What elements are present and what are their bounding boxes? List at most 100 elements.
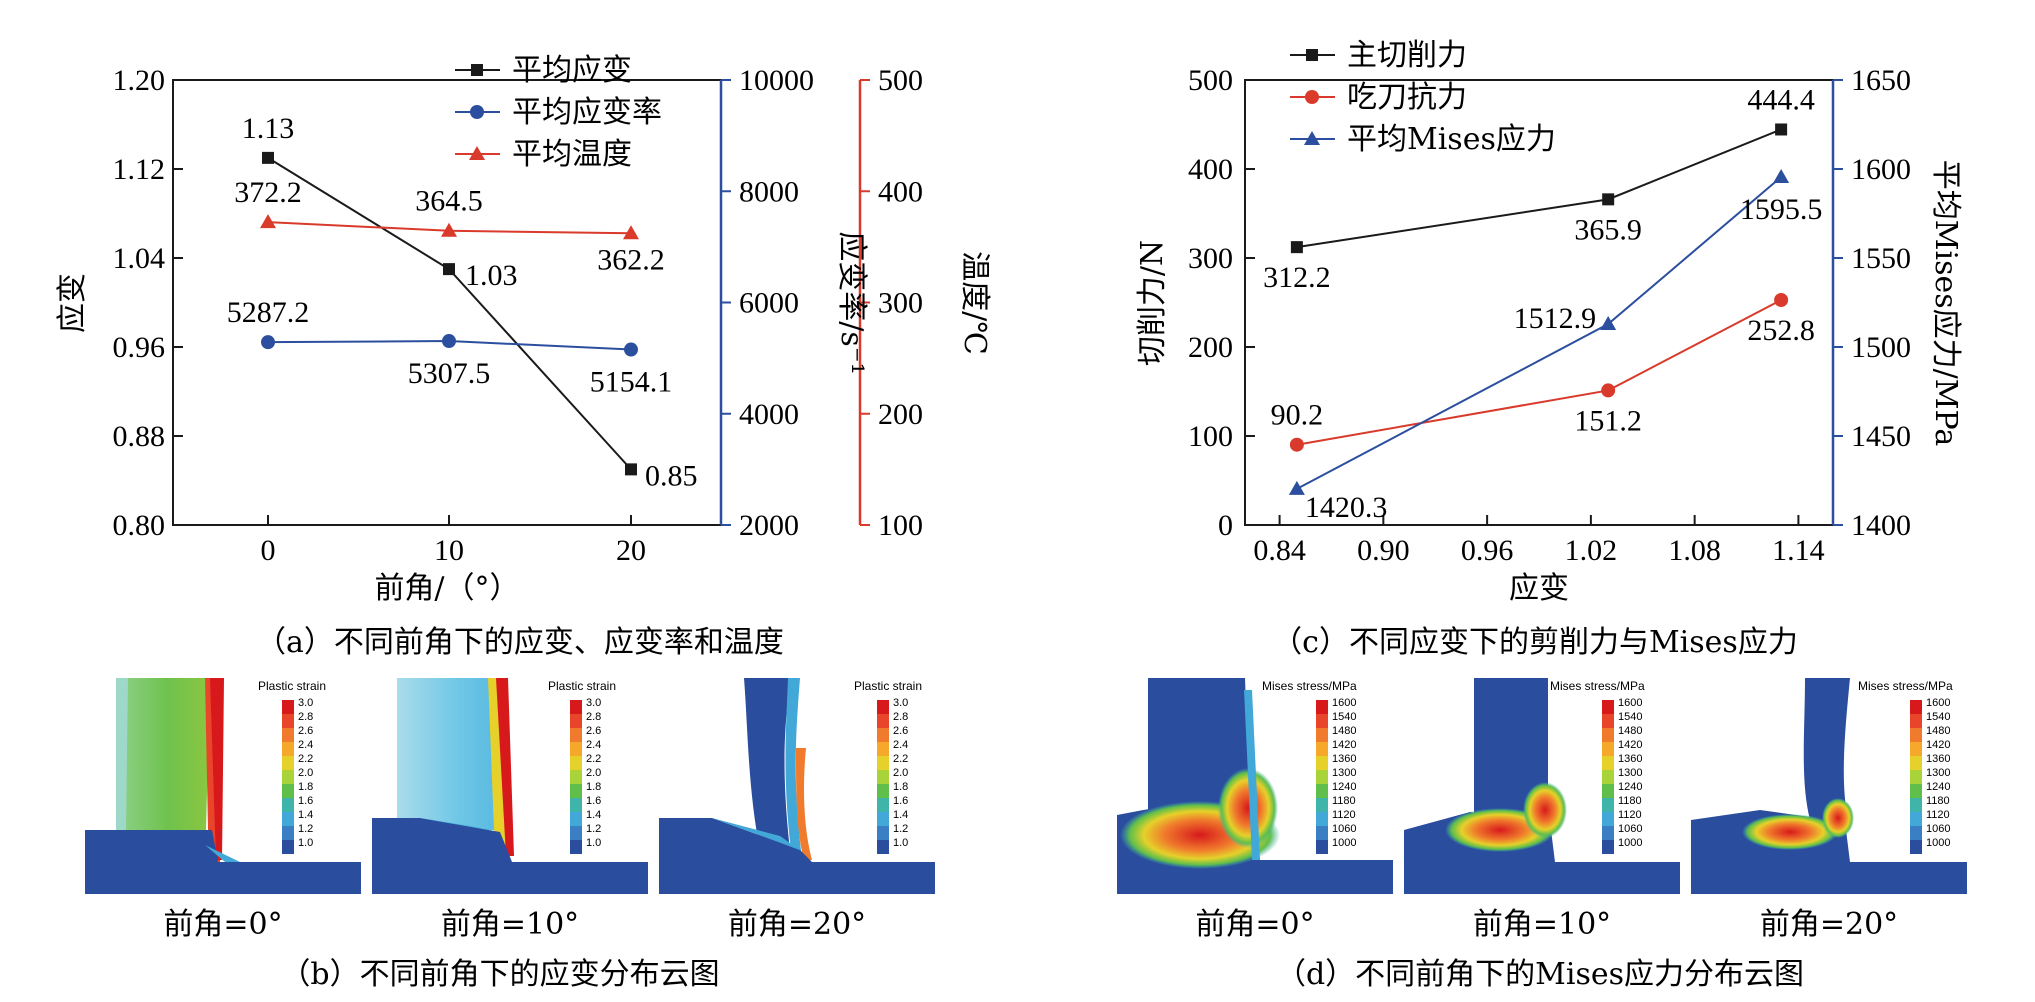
panel-c-ylabel-force: 切削力/N (1135, 240, 1170, 366)
panel-b-image-labels: 前角=0° 前角=10° 前角=20° (163, 907, 866, 942)
colorbar-tick-label: 1.0 (298, 837, 313, 849)
colorbar-tick-label: 1420 (1618, 739, 1642, 751)
strain-contour-0deg (85, 678, 361, 894)
legend-marker (1305, 90, 1319, 104)
colorbar-tick-label: 1.0 (586, 837, 601, 849)
colorbar-tick-label: 1120 (1618, 809, 1642, 821)
colorbar-tick-label: 1360 (1618, 753, 1642, 765)
force-tick-label: 400 (1188, 153, 1233, 186)
image-label-mises-contour-0deg: 前角=0° (1195, 907, 1314, 942)
colorbar-tick-label: 1300 (1332, 767, 1356, 779)
colorbar-tick-label: 1540 (1332, 711, 1356, 723)
data-point (261, 335, 275, 350)
data-point (442, 334, 456, 349)
colorbar-tick-label: 1.6 (893, 795, 908, 807)
panel-c-x-axis: 0.84 0.90 0.96 1.02 1.08 1.14 (1253, 515, 1825, 567)
colorbar-tick-label: 1060 (1618, 823, 1642, 835)
colorbar-tick-label: 1180 (1926, 795, 1950, 807)
x-tick-label: 0.84 (1253, 534, 1306, 567)
mises-contour-10deg (1404, 678, 1680, 894)
legend-label: 主切削力 (1347, 38, 1467, 73)
colorbar-tick-label: 1.8 (298, 781, 313, 793)
colorbar-swatch (1602, 840, 1614, 854)
panel-d-caption: （d）不同前角下的Mises应力分布云图 (1276, 957, 1804, 992)
data-label: 1.13 (242, 112, 295, 145)
panel-c-force-axis: 0 100 200 300 400 500 (1188, 64, 1255, 542)
colorbar-swatch (1316, 784, 1328, 798)
panel-b-contours (85, 678, 935, 894)
legend-label: 平均应变 (512, 53, 632, 88)
colorbar-tick-label: 1.6 (586, 795, 601, 807)
colorbar-swatch (877, 756, 889, 770)
colorbar-swatch (570, 742, 582, 756)
panel-a-ylabel-temp: 温度/℃ (957, 251, 992, 355)
colorbar-title: Plastic strain (548, 679, 616, 693)
data-point (624, 342, 638, 357)
force-tick-label: 200 (1188, 331, 1233, 364)
colorbar-swatch (1602, 728, 1614, 742)
x-tick-label: 1.14 (1772, 534, 1825, 567)
colorbar-swatch (1316, 714, 1328, 728)
panel-c-series: 312.2 365.9 444.4 90.2 151.2 252.8 1420.3 1512.… (1263, 83, 1822, 523)
colorbar-tick-label: 1000 (1618, 837, 1642, 849)
legend-label: 平均应变率 (512, 95, 662, 130)
data-point (1775, 123, 1788, 136)
colorbar-tick-label: 2.8 (298, 711, 313, 723)
colorbar-tick-label: 1.2 (893, 823, 908, 835)
colorbar-tick-label: 1060 (1926, 823, 1950, 835)
panel-a-x-axis: 0 10 20 (261, 515, 646, 567)
colorbar-tick-label: 1540 (1926, 711, 1950, 723)
colorbar-tick-label: 2.6 (298, 725, 313, 737)
legend-marker (469, 146, 485, 160)
image-label-strain-contour-20deg: 前角=20° (728, 907, 866, 942)
data-point (1774, 293, 1789, 308)
colorbar-swatch (1316, 840, 1328, 854)
colorbar-swatch (1316, 798, 1328, 812)
data-label: 1.03 (465, 259, 518, 292)
colorbar-swatch (570, 812, 582, 826)
colorbar-swatch (877, 728, 889, 742)
rate-tick-label: 2000 (739, 509, 799, 542)
colorbar-swatch (877, 742, 889, 756)
colorbar-swatch (282, 770, 294, 784)
colorbar-tick-label: 1360 (1926, 753, 1950, 765)
panel-d-contours (1117, 678, 1967, 894)
panel-a-caption: （a）不同前角下的应变、应变率和温度 (256, 625, 784, 660)
panel-d-colorbars: Mises stress/MPa 1600 1540 1480 1420 1360 1300… (1262, 679, 1953, 854)
x-tick-label: 0.96 (1461, 534, 1514, 567)
panel-a-chart: 0.80 0.88 0.96 1.04 1.12 1.20 0 10 20 2000 4000 6… (55, 53, 992, 660)
colorbar-swatch (1602, 812, 1614, 826)
colorbar-tick-label: 1480 (1332, 725, 1356, 737)
temp-tick-label: 100 (878, 509, 923, 542)
colorbar-swatch (1602, 700, 1614, 714)
x-tick-label: 20 (616, 534, 646, 567)
colorbar-tick-label: 1.2 (298, 823, 313, 835)
colorbar-tick-label: 2.4 (586, 739, 601, 751)
image-label-strain-contour-0deg: 前角=0° (163, 907, 282, 942)
colorbar-swatch (877, 770, 889, 784)
colorbar-title: Mises stress/MPa (1858, 679, 1953, 693)
mises-tick-label: 1400 (1851, 509, 1911, 542)
data-label: 312.2 (1263, 261, 1331, 294)
data-point (441, 222, 457, 237)
colorbar-swatch (1316, 728, 1328, 742)
panel-b-caption: （b）不同前角下的应变分布云图 (280, 957, 719, 992)
strain-contour-10deg (372, 678, 648, 894)
colorbar-swatch (1602, 770, 1614, 784)
colorbar-tick-label: 1000 (1926, 837, 1950, 849)
data-label: 252.8 (1747, 314, 1815, 347)
panel-a-temp-axis: 100 200 300 400 500 (860, 64, 923, 542)
colorbar-title: Mises stress/MPa (1262, 679, 1357, 693)
colorbar-tick-label: 1060 (1332, 823, 1356, 835)
colorbar-swatch (282, 784, 294, 798)
colorbar-swatch (1910, 826, 1922, 840)
data-label: 5154.1 (590, 366, 673, 399)
data-label: 1595.5 (1740, 193, 1823, 226)
panel-a-ylabel-strain: 应变 (55, 273, 90, 333)
x-tick-label: 0 (261, 534, 276, 567)
colorbar-tick-label: 2.0 (586, 767, 601, 779)
x-tick-label: 0.90 (1357, 534, 1410, 567)
force-tick-label: 0 (1218, 509, 1233, 542)
rate-tick-label: 4000 (739, 398, 799, 431)
